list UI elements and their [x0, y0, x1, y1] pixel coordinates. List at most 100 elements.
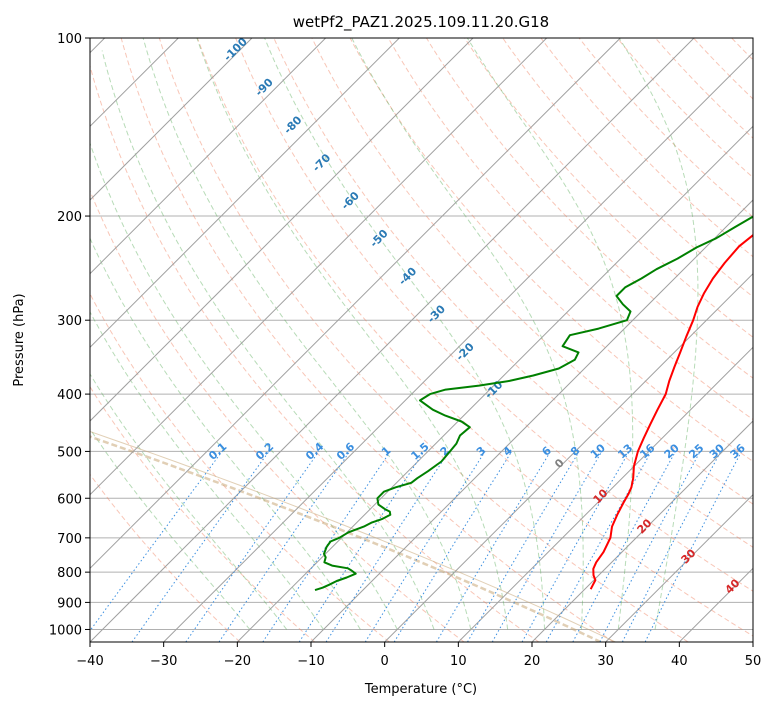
- warm-isotherm-label: 30: [679, 546, 699, 566]
- mixing-ratio-line: [435, 451, 552, 642]
- isotherm: [457, 346, 753, 642]
- x-tick-label: 10: [450, 654, 467, 669]
- mixing-ratio-line: [621, 451, 722, 642]
- y-tick-label: 400: [57, 388, 82, 403]
- isotherm-label: -40: [396, 264, 419, 287]
- isotherm-label: 0: [552, 456, 567, 471]
- dry-adiabat: [90, 473, 241, 642]
- moist-adiabat: [264, 38, 545, 630]
- x-tick-label: −20: [224, 654, 251, 669]
- y-tick-label: 700: [57, 532, 82, 547]
- y-tick-label: 100: [57, 32, 82, 47]
- mixing-ratio-line: [131, 451, 270, 642]
- y-tick-label: 500: [57, 445, 82, 460]
- warm-isotherm-label: 20: [635, 516, 655, 536]
- isotherm-label: -30: [425, 302, 448, 325]
- data-series: [314, 215, 753, 592]
- dry-adiabat: [655, 38, 753, 139]
- moist-adiabat: [142, 38, 472, 630]
- moist-adiabat: [466, 38, 634, 630]
- mixing-ratio-line: [644, 451, 742, 642]
- dry-adiabat: [770, 38, 775, 642]
- isotherm: [90, 38, 400, 349]
- y-tick-label: 300: [57, 314, 82, 329]
- mixing-ratio-line: [325, 451, 450, 642]
- moist-adiabat: [351, 38, 584, 630]
- moist-adiabat: [196, 38, 509, 630]
- isotherm: [90, 38, 548, 496]
- y-axis-label: Pressure (hPa): [12, 293, 27, 386]
- isotherm: [90, 38, 621, 570]
- isotherm: [310, 199, 753, 642]
- dry-adiabat: [311, 38, 753, 505]
- mixing-ratio-label: 10: [588, 441, 608, 461]
- mixing-ratio-line: [521, 451, 630, 642]
- dry-adiabat: [90, 292, 390, 642]
- mixing-ratio-line: [298, 451, 425, 642]
- dry-adiabat: [693, 38, 753, 100]
- moist-adiabat: [90, 427, 251, 630]
- dry-adiabat: [425, 38, 753, 379]
- mixing-ratio-label: 3: [474, 444, 488, 459]
- temperature-profile-line: [589, 233, 753, 590]
- mixing-ratio-label: 36: [728, 441, 748, 461]
- dry-adiabat: [235, 38, 753, 592]
- y-tick-label: 200: [57, 210, 82, 225]
- x-tick-label: 30: [597, 654, 614, 669]
- warm-isotherm-label: 40: [723, 576, 743, 596]
- dry-adiabat: [273, 38, 753, 548]
- dry-adiabat: [90, 64, 540, 642]
- isotherm: [384, 272, 753, 642]
- moist-adiabat: [618, 38, 699, 630]
- x-tick-label: 0: [381, 654, 389, 669]
- x-axis-label: Temperature (°C): [364, 682, 477, 697]
- x-tick-label: 50: [745, 654, 762, 669]
- dry-adiabat: [464, 38, 753, 338]
- y-tick-label: 1000: [49, 623, 82, 638]
- x-tick-label: 20: [524, 654, 541, 669]
- dry-adiabat: [90, 189, 465, 642]
- moist-adiabat: [90, 237, 361, 630]
- mixing-ratio-line: [545, 451, 652, 642]
- isotherm: [90, 38, 253, 201]
- mixing-ratio-line: [185, 451, 320, 642]
- dry-adiabat: [578, 38, 753, 218]
- isotherm: [605, 493, 753, 642]
- dry-adiabat: [120, 38, 614, 642]
- mixing-ratio-label: 25: [686, 441, 706, 461]
- dry-adiabat: [349, 38, 753, 463]
- isotherm-label: -70: [310, 151, 333, 174]
- moist-adiabat: [90, 311, 324, 630]
- mixing-ratio-line: [393, 451, 513, 642]
- mixing-ratio-line: [262, 451, 391, 642]
- mixing-ratio-label: 0.1: [206, 440, 229, 463]
- isotherm-label: -50: [367, 227, 390, 250]
- reference-curve: [90, 435, 602, 642]
- isotherm: [90, 38, 695, 642]
- dry-adiabat: [502, 38, 753, 298]
- plot-background-lines: [90, 38, 775, 642]
- isotherm: [90, 38, 474, 422]
- isotherm: [752, 641, 753, 642]
- mixing-ratio-label: 30: [707, 441, 727, 461]
- dry-adiabat: [90, 385, 316, 642]
- mixing-ratio-line: [218, 451, 351, 642]
- x-tick-label: −30: [150, 654, 177, 669]
- moist-adiabat: [90, 373, 288, 630]
- chart-title: wetPf2_PAZ1.2025.109.11.20.G18: [293, 13, 549, 32]
- dry-adiabat: [158, 38, 689, 642]
- isotherm: [531, 420, 753, 642]
- mixing-ratio-label: 1.5: [408, 440, 431, 463]
- isotherm: [236, 125, 753, 642]
- mixing-ratio-line: [572, 451, 676, 642]
- x-tick-label: 40: [671, 654, 688, 669]
- isotherm: [163, 51, 753, 642]
- plot-frame: [89, 37, 754, 643]
- axis-ticks: −40 −30 −20 −10 0 10 20 30 40 5010020030040050060…: [49, 32, 761, 669]
- dewpoint-profile-line: [314, 215, 753, 592]
- dry-adiabat: [387, 38, 753, 421]
- y-tick-label: 800: [57, 566, 82, 581]
- warm-isotherm-label: 10: [591, 486, 611, 506]
- x-tick-label: −40: [76, 654, 103, 669]
